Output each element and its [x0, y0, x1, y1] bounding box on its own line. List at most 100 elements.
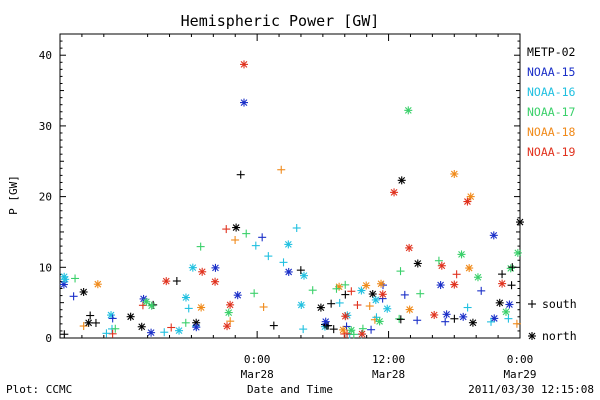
- x-tick-time-label: 0:00: [244, 353, 271, 366]
- x-tick-date-label: Mar28: [241, 368, 274, 381]
- data-point-north: [188, 263, 197, 272]
- data-point-south: [452, 270, 461, 279]
- data-point-south: [277, 165, 286, 174]
- x-axis: 0:00Mar2812:00Mar280:00Mar2912:00Mar290:…: [81, 34, 537, 381]
- data-point-north: [297, 300, 306, 309]
- data-point-north: [211, 263, 220, 272]
- data-point-south: [413, 316, 422, 325]
- data-point-south: [487, 317, 496, 326]
- y-tick-label: 0: [45, 332, 52, 345]
- legend-entry: NOAA-19: [527, 145, 576, 159]
- data-point-north: [405, 305, 414, 314]
- y-tick-label: 40: [39, 49, 52, 62]
- data-point-north: [473, 273, 482, 282]
- data-point-north: [513, 248, 522, 257]
- data-point-north: [232, 223, 241, 232]
- data-point-north: [223, 322, 232, 331]
- data-point-north: [505, 300, 514, 309]
- data-point-south: [329, 325, 338, 334]
- data-point-north: [84, 318, 93, 327]
- data-point-north: [362, 281, 371, 290]
- data-point-north: [197, 303, 206, 312]
- data-point-north: [430, 310, 439, 319]
- data-point-south: [108, 314, 117, 323]
- data-point-north: [466, 192, 475, 201]
- marker-legend-label: north: [542, 329, 577, 343]
- data-point-south: [226, 317, 235, 326]
- data-point-south: [299, 325, 308, 334]
- data-point-south: [400, 290, 409, 299]
- data-point-south: [498, 270, 507, 279]
- data-point-south: [372, 313, 381, 322]
- data-point-north: [339, 325, 348, 334]
- data-point-south: [349, 330, 358, 339]
- data-point-north: [60, 272, 69, 281]
- data-point-south: [279, 258, 288, 267]
- data-point-south: [236, 170, 245, 179]
- data-point-north: [404, 106, 413, 115]
- data-point-north: [321, 317, 330, 326]
- data-point-north: [358, 330, 367, 339]
- data-point-north: [378, 290, 387, 299]
- data-point-north: [468, 318, 477, 327]
- data-point-south: [353, 301, 362, 310]
- data-point-south: [172, 277, 181, 286]
- data-point-south: [259, 302, 268, 311]
- data-point-south: [91, 318, 100, 327]
- y-tick-label: 20: [39, 191, 52, 204]
- legend-entry: NOAA-18: [527, 125, 576, 139]
- data-point-north: [371, 295, 380, 304]
- data-point-south: [79, 322, 88, 331]
- data-point-north: [147, 301, 156, 310]
- data-point-north: [284, 240, 293, 249]
- data-point-south: [222, 225, 231, 234]
- y-axis-label: P [GW]: [7, 175, 20, 215]
- data-point-north: [490, 314, 499, 323]
- data-point-north: [240, 98, 248, 107]
- data-point-north: [436, 281, 445, 290]
- data-point-north: [137, 322, 146, 331]
- y-axis: 0 10 20 30 40: [39, 40, 520, 345]
- data-points: [59, 60, 524, 339]
- data-point-north: [175, 326, 184, 335]
- data-point-north: [147, 328, 156, 337]
- x-tick-time-label: 12:00: [372, 353, 405, 366]
- data-point-south: [477, 286, 486, 295]
- data-point-south: [347, 287, 356, 296]
- data-point-north: [405, 243, 414, 252]
- x-axis-label: Date and Time: [247, 383, 333, 396]
- data-point-south: [507, 281, 516, 290]
- data-point-north: [368, 290, 377, 299]
- data-point-north: [516, 218, 524, 227]
- legend: METP-02 NOAA-15 NOAA-16 NOAA-17 NOAA-18 NOAA-…: [527, 45, 576, 159]
- data-point-south: [86, 311, 95, 320]
- data-point-north: [142, 297, 151, 306]
- data-point-north: [192, 323, 201, 332]
- data-point-north: [93, 280, 102, 289]
- data-point-north: [489, 231, 498, 240]
- data-point-south: [441, 317, 450, 326]
- data-point-north: [397, 176, 406, 185]
- data-point-south: [327, 299, 336, 308]
- data-point-south: [242, 229, 251, 238]
- marker-legend: south north: [528, 297, 577, 343]
- data-point-south: [508, 263, 517, 272]
- data-point-south: [184, 304, 193, 313]
- data-point-north: [240, 60, 248, 69]
- legend-entry: NOAA-17: [527, 105, 576, 119]
- data-point-south: [343, 329, 352, 338]
- data-point-north: [501, 307, 510, 316]
- legend-entry: METP-02: [527, 45, 575, 59]
- data-point-south: [269, 321, 278, 330]
- data-point-north: [528, 332, 536, 340]
- data-point-south: [138, 301, 147, 310]
- data-point-south: [167, 323, 176, 332]
- data-point-south: [450, 314, 459, 323]
- data-point-south: [512, 319, 521, 328]
- data-point-north: [437, 261, 446, 270]
- data-point-north: [181, 293, 190, 302]
- data-point-north: [233, 291, 242, 300]
- data-point-south: [367, 325, 376, 334]
- data-point-north: [126, 312, 135, 321]
- data-point-south: [416, 289, 425, 298]
